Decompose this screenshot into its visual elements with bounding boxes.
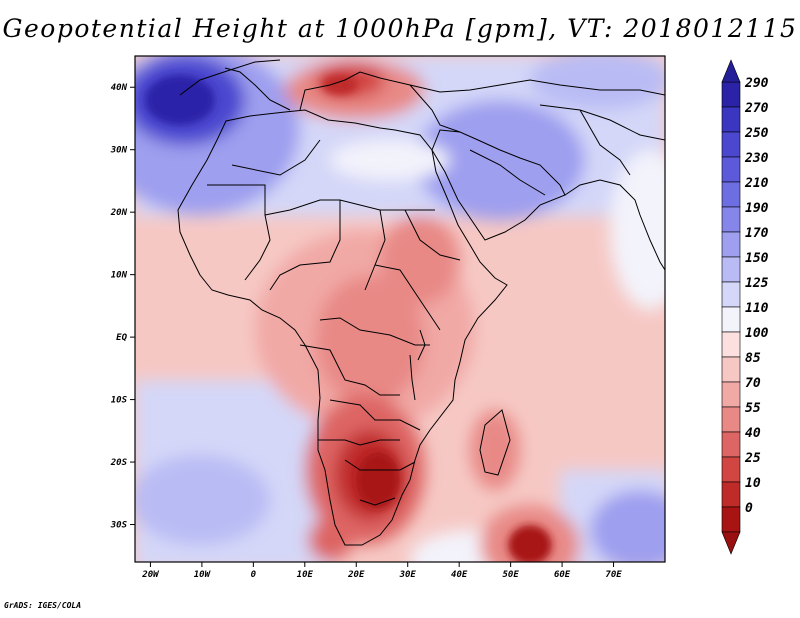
colorbar-level-label: 85 — [745, 351, 761, 366]
colorbar-level-label: 230 — [744, 151, 769, 166]
colorbar-level-label: 40 — [745, 426, 761, 441]
lat-tick-label: 10S — [111, 396, 128, 406]
colorbar-swatch — [721, 431, 741, 458]
lon-tick-label: 30E — [399, 570, 417, 580]
colorbar-swatch — [721, 306, 741, 333]
colorbar-swatch — [721, 156, 741, 183]
colorbar-top-arrow — [721, 59, 741, 83]
lon-tick-label: 20W — [141, 570, 160, 580]
colorbar-level-label: 150 — [745, 251, 769, 266]
map-frame — [134, 55, 666, 563]
lon-tick-label: 60E — [554, 570, 571, 580]
lat-tick-label: 20N — [110, 208, 128, 218]
colorbar-swatch — [721, 406, 741, 433]
lon-tick-label: 50E — [502, 570, 519, 580]
colorbar-level-label: 100 — [745, 326, 769, 341]
colorbar-level-label: 25 — [744, 451, 761, 466]
colorbar-level-label: 250 — [744, 126, 769, 141]
colorbar-swatch — [721, 481, 741, 508]
colorbar-swatch — [721, 81, 741, 108]
lon-tick-label: 10W — [194, 570, 212, 580]
lat-tick-label: EQ — [116, 333, 127, 343]
colorbar-level-label: 110 — [745, 301, 769, 316]
colorbar-swatch — [721, 256, 741, 283]
lon-tick-label: 20E — [347, 570, 365, 580]
colorbar-level-label: 190 — [745, 201, 769, 216]
colorbar-swatch — [721, 131, 741, 158]
colorbar-level-label: 10 — [745, 476, 761, 491]
colorbar-swatch — [721, 331, 741, 358]
colorbar-swatch — [721, 356, 741, 383]
lat-tick-label: 30S — [110, 521, 128, 531]
lat-tick-label: 30N — [110, 146, 128, 156]
lat-tick-label: 40N — [111, 83, 128, 93]
lon-tick-label: 70E — [605, 570, 622, 580]
colorbar-level-label: 125 — [745, 276, 769, 291]
colorbar-swatch — [721, 281, 741, 308]
colorbar-level-label: 0 — [745, 501, 753, 516]
colorbar-swatch — [721, 106, 741, 133]
colorbar-level-label: 270 — [744, 101, 769, 116]
geopotential-field — [135, 56, 665, 562]
colorbar-swatch — [721, 181, 741, 208]
colorbar-swatch — [721, 231, 741, 258]
colorbar-swatch — [721, 206, 741, 233]
colorbar-level-label: 55 — [745, 401, 761, 416]
colorbar-swatch — [721, 456, 741, 483]
colorbar-bottom-arrow — [721, 531, 741, 555]
colorbar-level-label: 290 — [744, 76, 769, 91]
colorbar-level-label: 170 — [745, 226, 769, 241]
colorbar-swatch — [721, 381, 741, 408]
map-title: Geopotential Height at 1000hPa [gpm], VT… — [2, 14, 798, 43]
lat-tick-label: 10N — [111, 271, 128, 281]
colorbar-level-label: 70 — [745, 376, 761, 391]
lat-tick-label: 20S — [110, 458, 128, 468]
lon-tick-label: 10E — [297, 570, 314, 580]
lon-tick-label: 0 — [251, 570, 257, 580]
colorbar-level-label: 210 — [744, 176, 769, 191]
colorbar: 2902702502302101901701501251101008570554… — [721, 59, 769, 555]
lon-tick-label: 40E — [451, 570, 468, 580]
axis-ticks: 20W 10W 0 10E 20E 30E 40E 50E 60E 70E 40N 30N 20N 10N… — [110, 83, 623, 580]
credit-label: GrADS: IGES/COLA — [4, 601, 82, 610]
coastlines-and-borders — [177, 59, 665, 546]
colorbar-swatch — [721, 506, 741, 533]
